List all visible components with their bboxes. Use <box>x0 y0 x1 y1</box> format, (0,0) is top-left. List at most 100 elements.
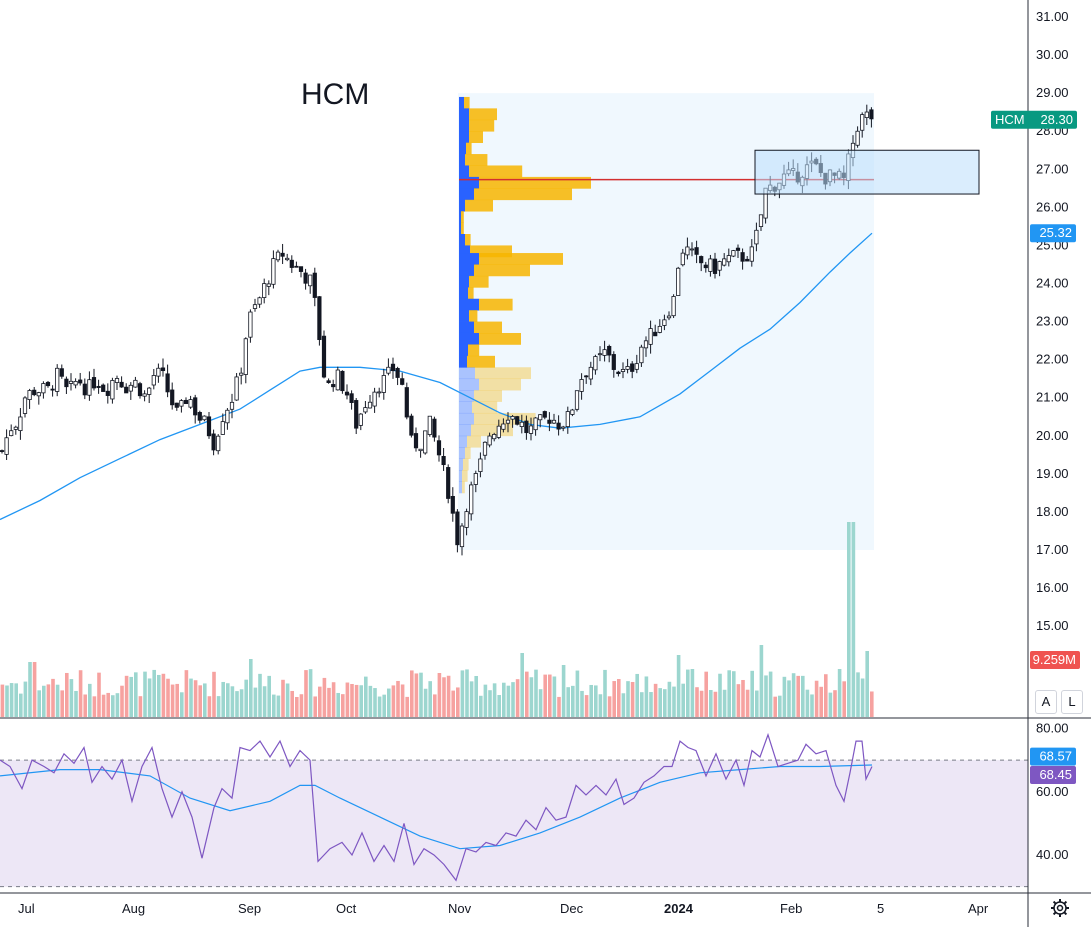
candle-body <box>124 386 129 394</box>
volume-bar <box>759 645 764 717</box>
volume-bar <box>649 692 653 717</box>
profile-row-sell <box>465 199 493 212</box>
volume-bar <box>603 669 607 717</box>
candle-body <box>441 456 446 466</box>
volume-bar <box>750 670 754 717</box>
candle-body <box>528 425 534 434</box>
candle-body <box>59 368 64 377</box>
candle-body <box>344 391 350 396</box>
candle-body <box>216 435 221 452</box>
candle-body <box>643 340 649 349</box>
candle-body <box>142 393 147 397</box>
candle-body <box>570 409 575 415</box>
candle-body <box>478 458 483 473</box>
candle-body <box>335 369 340 391</box>
candle-body <box>133 379 138 388</box>
ticker-tag-bg <box>991 110 1077 129</box>
volume-bar <box>658 688 662 717</box>
candle-body <box>202 415 207 421</box>
volume-bar <box>640 692 644 717</box>
candle-body <box>487 435 492 446</box>
volume-bar <box>147 678 152 717</box>
log-scale-button[interactable]: L <box>1061 690 1083 714</box>
auto-scale-button[interactable]: A <box>1035 690 1057 714</box>
volume-bar <box>764 675 768 717</box>
candle-body <box>367 401 373 409</box>
volume-bar <box>672 686 676 717</box>
profile-row-buy <box>459 367 475 380</box>
candle-body <box>653 331 658 337</box>
candle-body <box>758 214 764 227</box>
volume-bar <box>741 679 745 717</box>
volume-bar <box>221 681 225 717</box>
candle-body <box>64 378 69 388</box>
profile-row-sell <box>474 390 502 402</box>
settings-gear-icon[interactable] <box>1049 897 1071 919</box>
volume-bar <box>368 685 373 717</box>
price-tick-label: 17.00 <box>1036 542 1069 557</box>
volume-bar <box>814 680 819 717</box>
candle-body <box>593 356 598 371</box>
candle-body <box>390 363 396 372</box>
volume-bar <box>193 680 198 717</box>
candle-body <box>354 400 359 429</box>
candle-body <box>533 417 538 431</box>
candle-body <box>745 258 750 262</box>
candle-body <box>395 368 400 378</box>
candle-body <box>82 383 87 396</box>
candle-body <box>349 393 354 403</box>
candle-body <box>358 413 363 426</box>
candle-body <box>400 378 405 385</box>
profile-row-buy <box>459 310 469 322</box>
volume-bar <box>437 673 442 717</box>
price-tick-label: 30.00 <box>1036 47 1069 62</box>
candle-body <box>464 511 469 528</box>
volume-bar <box>364 676 368 717</box>
volume-bar <box>709 690 713 717</box>
volume-bar <box>791 673 796 717</box>
candle-body <box>492 434 497 440</box>
candle-body <box>386 366 391 374</box>
candle-body <box>239 372 244 376</box>
candle-body <box>50 388 55 391</box>
time-label: 2024 <box>664 901 694 916</box>
volume-bar <box>23 681 28 717</box>
volume-bar <box>630 681 635 717</box>
candle-body <box>22 397 28 414</box>
candle-body <box>308 274 313 287</box>
profile-row-sell <box>469 108 497 121</box>
volume-bar <box>391 685 396 717</box>
time-label: Jul <box>18 901 35 916</box>
volume-tag: 9.259M <box>1033 652 1076 667</box>
volume-bar <box>129 676 133 717</box>
volume-bar <box>695 687 699 717</box>
candle-body <box>289 259 294 268</box>
time-label: Aug <box>122 901 145 916</box>
rsi-band-background <box>0 759 1028 888</box>
volume-bar <box>851 522 856 717</box>
volume-bar <box>584 695 589 717</box>
candle-body <box>482 441 488 456</box>
candle-body <box>188 399 193 408</box>
candle-body <box>151 375 156 386</box>
candle-body <box>119 381 124 388</box>
volume-bar <box>258 673 262 717</box>
price-axis-tags: HCM 28.30 25.32 9.259M 68.57 68.45 <box>991 110 1080 785</box>
consolidation-box[interactable] <box>754 149 980 195</box>
candle-body <box>45 381 51 387</box>
volume-bar <box>184 670 189 717</box>
volume-bar <box>345 682 350 717</box>
candle-body <box>36 392 41 397</box>
candle-body <box>722 258 727 266</box>
candle-body <box>662 319 667 326</box>
profile-row-sell <box>479 298 513 311</box>
profile-row-sell <box>468 344 480 357</box>
volume-bar <box>456 687 460 717</box>
volume-bar <box>42 685 46 717</box>
candle-body <box>105 390 110 396</box>
price-tick-label: 22.00 <box>1036 352 1069 367</box>
rsi-tick-label: 80.00 <box>1036 720 1069 735</box>
candle-body <box>381 375 386 393</box>
candle-body <box>326 380 331 383</box>
